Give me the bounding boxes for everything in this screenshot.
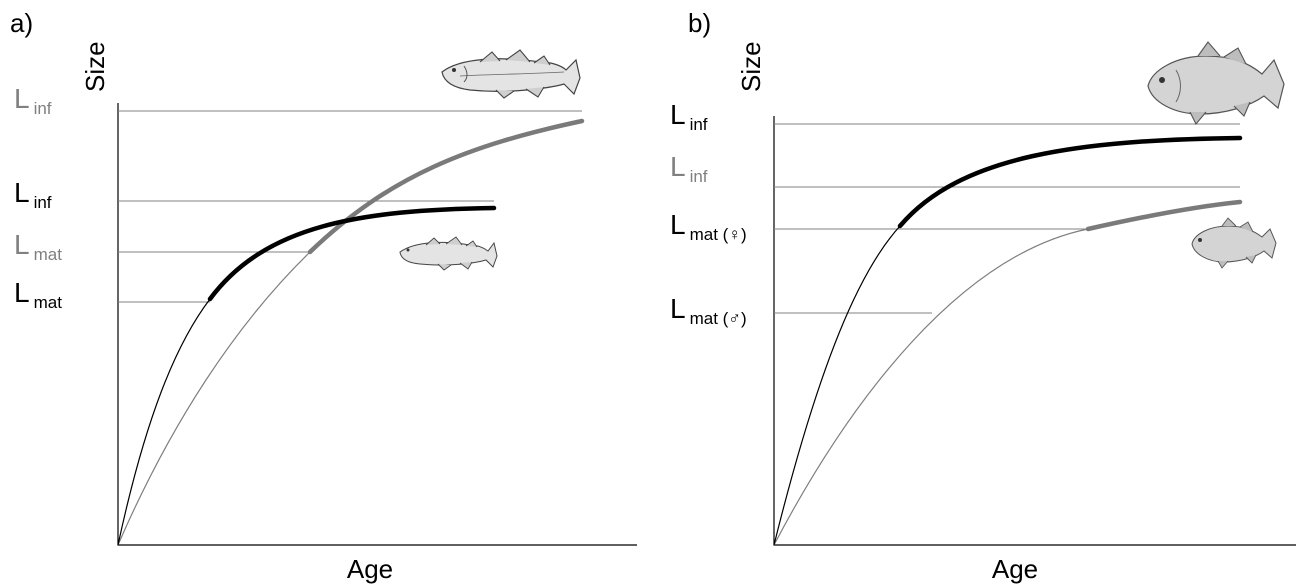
- panel-b-gray-curve-immature: [773, 228, 1089, 546]
- panel-a-black-curve-immature: [117, 298, 211, 546]
- barramundi-fish-large-icon: [1147, 41, 1285, 125]
- panel-a-black-curve-mature: [207, 205, 497, 302]
- panel-a-gray-curve-immature: [117, 251, 311, 546]
- panel-b-y-axis-title: Size: [736, 41, 766, 92]
- panel-a-x-axis-title: Age: [347, 554, 393, 584]
- panel-a-gray-curve-mature: [307, 118, 585, 255]
- cod-fish-large-icon: [441, 49, 581, 99]
- panel-a-label: a): [10, 8, 33, 38]
- panel-b-gray-curve-mature: [1085, 199, 1243, 232]
- panel-b-label: b): [688, 8, 711, 38]
- panel-a-axes: [117, 103, 637, 546]
- panel-b-black-curve-mature: [897, 135, 1243, 229]
- cod-fish-small-icon: [399, 236, 498, 271]
- panel-a-y-axis-title: Size: [80, 41, 110, 92]
- panel-b-black-curve-immature: [773, 225, 901, 546]
- panel-b-axes: [773, 116, 1296, 546]
- panel-b-x-axis-title: Age: [992, 554, 1038, 584]
- barramundi-fish-small-icon: [1191, 217, 1277, 269]
